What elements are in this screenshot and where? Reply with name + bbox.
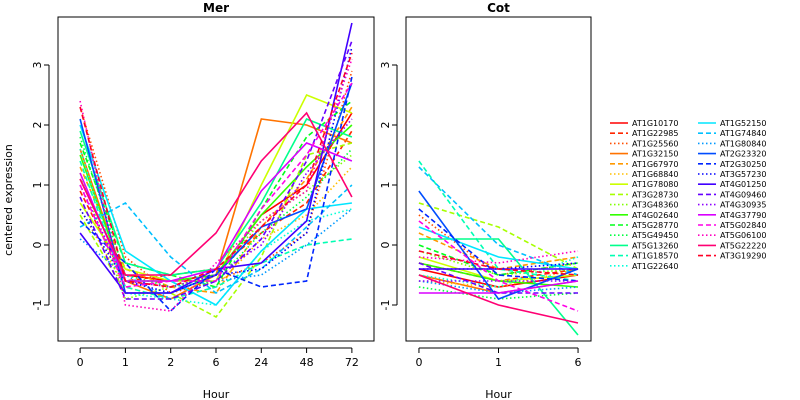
- x-tick-label-mer: 48: [300, 356, 314, 369]
- series-line-cot-at4g37790: [418, 280, 579, 294]
- legend-label-at3g19290: AT3G19290: [720, 252, 766, 261]
- series-line-mer-at3g28730: [79, 142, 353, 319]
- legend-label-at1g22985: AT1G22985: [632, 129, 678, 138]
- series-line-cot-at5g13260: [418, 238, 579, 336]
- series-line-mer-at2g30250: [79, 76, 353, 313]
- legend-label-at1g68840: AT1G68840: [632, 170, 678, 179]
- x-axis-title-cot: Hour: [485, 388, 512, 400]
- x-tick-label-mer: 72: [345, 356, 359, 369]
- series-line-cot-at5g28770: [418, 244, 579, 276]
- legend-label-at1g32150: AT1G32150: [632, 150, 678, 159]
- series-line-mer-at1g74840: [79, 184, 353, 294]
- series-line-mer-at3g19290: [79, 52, 353, 288]
- legend-label-at3g28730: AT3G28730: [632, 190, 678, 199]
- y-tick-label-mer: -1: [31, 300, 44, 311]
- x-axis-title-mer: Hour: [203, 388, 230, 400]
- x-tick-label-cot: 1: [495, 356, 502, 369]
- legend-label-at2g23320: AT2G23320: [720, 150, 766, 159]
- legend-label-at3g48360: AT3G48360: [632, 201, 678, 210]
- legend-label-at1g80840: AT1G80840: [720, 139, 766, 148]
- x-tick-label-mer: 6: [213, 356, 220, 369]
- legend-label-at1g10170: AT1G10170: [632, 119, 678, 128]
- plot-frame-mer: [57, 16, 375, 342]
- series-line-mer-at1g67970: [79, 106, 353, 294]
- series-line-mer-at5g02840: [79, 82, 353, 288]
- series-line-mer-at3g57230: [79, 46, 353, 294]
- legend-label-at4g02640: AT4G02640: [632, 211, 678, 220]
- series-line-mer-at5g06100: [79, 58, 353, 312]
- series-line-cot-at3g28730: [418, 202, 579, 270]
- legend-label-at1g74840: AT1G74840: [720, 129, 766, 138]
- legend-label-at1g78080: AT1G78080: [632, 180, 678, 189]
- legend-label-at5g22220: AT5G22220: [720, 241, 766, 250]
- series-line-cot-at3g48360: [418, 250, 579, 276]
- y-tick-label-cot: 2: [379, 122, 392, 129]
- legend-label-at4g30935: AT4G30935: [720, 201, 766, 210]
- y-tick-label-cot: -1: [379, 300, 392, 311]
- series-line-mer-at5g22220: [79, 111, 353, 276]
- plot-frame-cot: [405, 16, 592, 342]
- legend-label-at4g37790: AT4G37790: [720, 211, 766, 220]
- x-tick-label-mer: 2: [167, 356, 174, 369]
- series-line-cot-at1g67970: [418, 232, 579, 270]
- legend-label-at1g22640: AT1G22640: [632, 262, 678, 271]
- legend-label-at5g28770: AT5G28770: [632, 221, 678, 230]
- series-line-cot-at1g52150: [418, 226, 579, 270]
- legend-label-at1g67970: AT1G67970: [632, 160, 678, 169]
- y-tick-label-mer: 0: [31, 242, 44, 249]
- x-tick-label-mer: 24: [254, 356, 268, 369]
- series-line-cot-at1g18570: [418, 160, 579, 282]
- series-line-cot-at3g57230: [418, 262, 579, 270]
- legend-label-at5g13260: AT5G13260: [632, 241, 678, 250]
- series-line-cot-at2g23320: [418, 190, 579, 300]
- x-tick-label-cot: 0: [415, 356, 422, 369]
- legend-label-at2g30250: AT2G30250: [720, 160, 766, 169]
- x-tick-label-mer: 1: [122, 356, 129, 369]
- legend-label-at4g09460: AT4G09460: [720, 190, 766, 199]
- series-line-cot-at3g19290: [418, 250, 579, 276]
- series-line-cot-at5g02840: [418, 220, 579, 312]
- y-tick-label-mer: 2: [31, 122, 44, 129]
- series-line-mer-at1g68840: [79, 166, 353, 300]
- y-tick-label-cot: 3: [379, 62, 392, 69]
- y-tick-label-mer: 1: [31, 182, 44, 189]
- x-tick-label-cot: 6: [575, 356, 582, 369]
- y-axis-title: centered expression: [2, 144, 15, 256]
- legend-label-at5g06100: AT5G06100: [720, 231, 766, 240]
- y-tick-label-cot: 1: [379, 182, 392, 189]
- legend-label-at1g18570: AT1G18570: [632, 252, 678, 261]
- x-tick-label-mer: 0: [77, 356, 84, 369]
- y-tick-label-mer: 3: [31, 62, 44, 69]
- series-line-cot-at2g30250: [418, 208, 579, 282]
- legend-label-at3g57230: AT3G57230: [720, 170, 766, 179]
- y-tick-label-cot: 0: [379, 242, 392, 249]
- series-line-cot-at4g09460: [418, 262, 578, 294]
- panel-title-mer: Mer: [203, 1, 229, 15]
- series-line-cot-at1g22640: [418, 256, 579, 288]
- legend-label-at1g25560: AT1G25560: [632, 139, 678, 148]
- series-line-cot-at5g22220: [418, 274, 579, 324]
- legend-label-at5g49450: AT5G49450: [632, 231, 678, 240]
- series-line-cot-at5g06100: [418, 250, 579, 264]
- panel-title-cot: Cot: [487, 1, 510, 15]
- legend-label-at1g52150: AT1G52150: [720, 119, 766, 128]
- legend-label-at4g01250: AT4G01250: [720, 180, 766, 189]
- series-line-mer-at1g18570: [79, 160, 353, 300]
- legend-label-at5g02840: AT5G02840: [720, 221, 766, 230]
